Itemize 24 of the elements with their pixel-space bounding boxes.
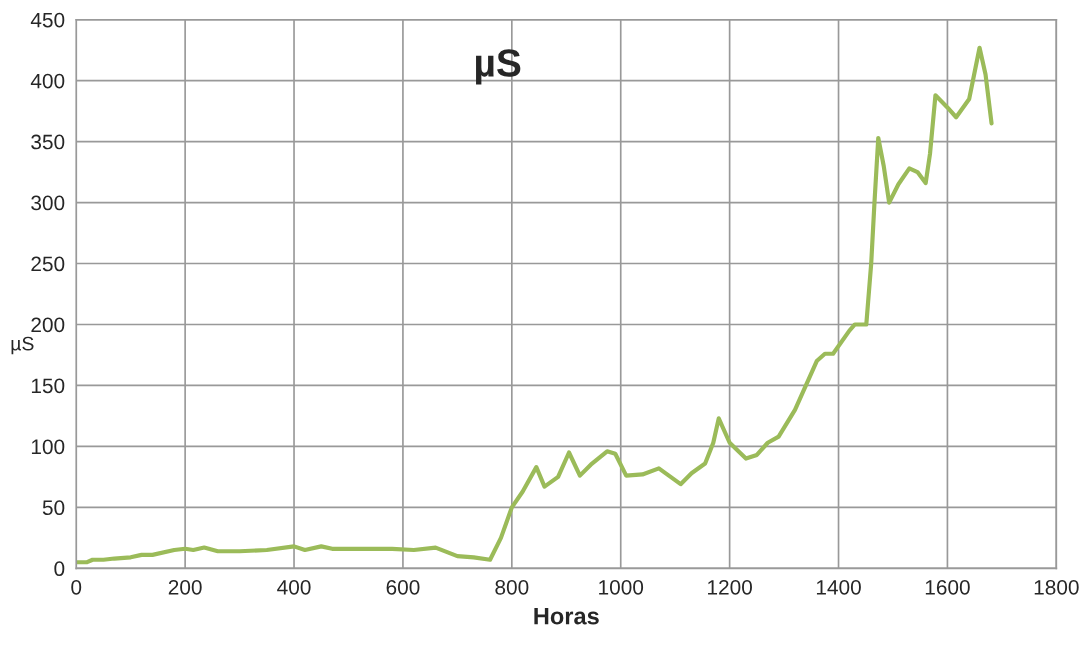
line-series	[76, 45, 994, 565]
y-tick-label: 50	[42, 500, 65, 516]
x-tick-label: 600	[386, 579, 420, 595]
y-tick-label: 100	[31, 439, 65, 455]
x-tick-label: 400	[277, 579, 311, 595]
y-tick-label: 350	[31, 134, 65, 150]
x-tick-label: 200	[168, 579, 202, 595]
x-tick-label: 1200	[708, 579, 752, 595]
y-tick-label: 250	[31, 256, 65, 272]
x-tick-label: 1000	[599, 579, 644, 595]
y-tick-label: 150	[31, 378, 65, 394]
x-tick-label: 1800	[1034, 579, 1079, 595]
y-tick-label: 0	[54, 561, 65, 577]
x-tick-label: 1400	[816, 579, 861, 595]
y-tick-label: 200	[31, 317, 65, 333]
x-tick-label: 800	[495, 579, 529, 595]
y-axis-title: µS	[11, 336, 34, 355]
y-tick-label: 300	[31, 195, 65, 211]
x-axis-title: Horas	[534, 608, 599, 625]
y-tick-label: 400	[30, 73, 65, 89]
y-tick-label: 450	[30, 12, 65, 28]
x-tick-label: 0	[71, 579, 82, 595]
text: µS	[476, 49, 521, 85]
x-tick-label: 1600	[925, 579, 970, 595]
